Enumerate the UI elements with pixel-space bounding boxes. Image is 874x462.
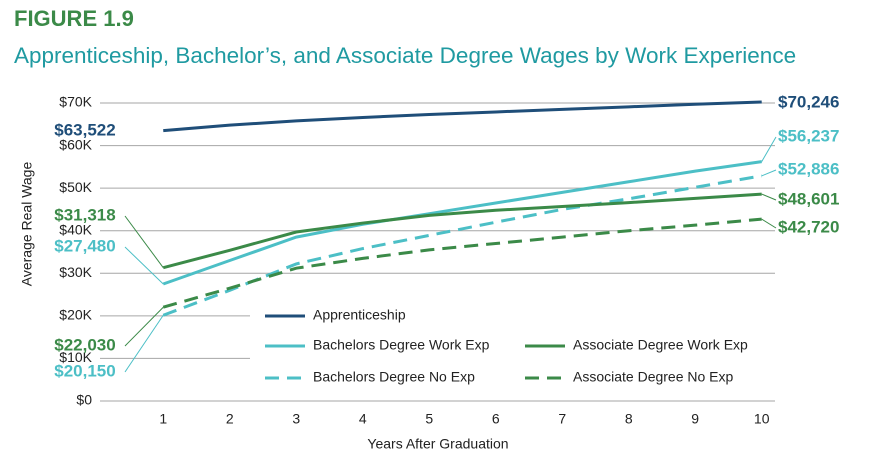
data-label: $56,237 [778, 126, 839, 145]
x-tick-label: 10 [754, 411, 770, 427]
data-label: $42,720 [778, 217, 839, 236]
leader-line [761, 136, 777, 162]
x-tick-label: 1 [159, 411, 167, 427]
x-tick-label: 4 [359, 411, 367, 427]
series-line [162, 160, 762, 286]
x-tick-label: 3 [292, 411, 300, 427]
data-label: $48,601 [778, 189, 839, 208]
leader-line [124, 246, 164, 285]
data-label: $70,246 [778, 92, 839, 111]
legend-label: Bachelors Degree No Exp [313, 369, 475, 385]
y-axis-label: Average Real Wage [19, 162, 35, 287]
legend-label: Associate Degree No Exp [573, 369, 734, 385]
x-tick-label: 6 [492, 411, 500, 427]
y-tick-label: $50K [59, 179, 92, 195]
series-line [163, 100, 762, 133]
y-tick-label: $20K [59, 307, 92, 323]
x-tick-label: 7 [558, 411, 566, 427]
x-tick-label: 5 [425, 411, 433, 427]
y-tick-label: $40K [59, 221, 92, 237]
figure-label: FIGURE 1.9 [14, 6, 134, 31]
x-tick-label: 9 [691, 411, 699, 427]
legend-label: Bachelors Degree Work Exp [313, 337, 490, 353]
leader-line [124, 306, 164, 347]
data-label: $22,030 [54, 335, 115, 354]
data-label: $20,150 [54, 361, 115, 380]
y-tick-label: $10K [59, 349, 92, 365]
x-tick-label: 2 [226, 411, 234, 427]
leader-line [761, 193, 777, 201]
legend-label: Apprenticeship [313, 307, 406, 323]
y-tick-label: $70K [59, 94, 92, 110]
data-label: $27,480 [54, 236, 115, 255]
y-tick-label: $0 [76, 392, 92, 408]
series-line [162, 174, 762, 317]
legend-box [250, 300, 775, 392]
series-line [162, 192, 762, 270]
series-line [162, 217, 762, 309]
chart-title: Apprenticeship, Bachelor’s, and Associat… [14, 43, 796, 68]
data-label: $52,886 [778, 159, 839, 178]
data-label: $31,318 [54, 205, 115, 224]
legend-label: Associate Degree Work Exp [573, 337, 748, 353]
leader-line [124, 215, 164, 268]
leader-line [761, 169, 777, 177]
x-tick-label: 8 [625, 411, 633, 427]
leader-line [761, 218, 777, 229]
x-axis-label: Years After Graduation [367, 436, 508, 452]
leader-line [124, 314, 164, 373]
y-tick-label: $60K [59, 136, 92, 152]
data-label: $63,522 [54, 120, 115, 139]
y-tick-label: $30K [59, 264, 92, 280]
